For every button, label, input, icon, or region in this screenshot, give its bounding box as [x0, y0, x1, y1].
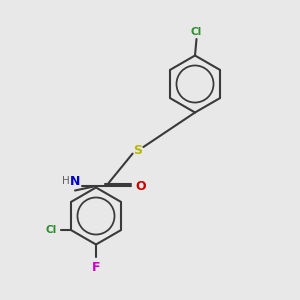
Text: H: H — [62, 176, 70, 187]
Text: Cl: Cl — [191, 27, 202, 37]
Text: O: O — [135, 179, 146, 193]
Text: F: F — [92, 261, 100, 274]
Text: Cl: Cl — [45, 225, 56, 235]
Text: N: N — [70, 175, 80, 188]
Text: S: S — [134, 143, 142, 157]
